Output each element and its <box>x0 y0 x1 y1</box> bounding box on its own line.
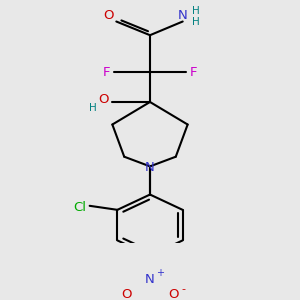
Text: F: F <box>103 66 110 79</box>
Text: N: N <box>178 9 188 22</box>
Text: Cl: Cl <box>73 201 86 214</box>
Text: H: H <box>192 6 200 16</box>
Text: -: - <box>182 284 186 295</box>
Text: +: + <box>156 268 164 278</box>
Text: O: O <box>121 288 131 300</box>
Text: O: O <box>169 288 179 300</box>
Text: N: N <box>145 161 155 175</box>
Text: H: H <box>89 103 96 113</box>
Text: H: H <box>192 17 200 27</box>
Text: N: N <box>145 272 155 286</box>
Text: F: F <box>190 66 197 79</box>
Text: O: O <box>103 9 114 22</box>
Text: O: O <box>98 93 109 106</box>
